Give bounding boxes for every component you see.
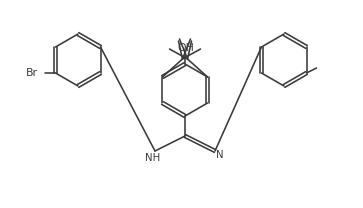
Text: OH: OH bbox=[178, 43, 195, 53]
Text: Br: Br bbox=[25, 68, 37, 78]
Text: NH: NH bbox=[145, 153, 160, 163]
Text: N: N bbox=[216, 150, 224, 160]
